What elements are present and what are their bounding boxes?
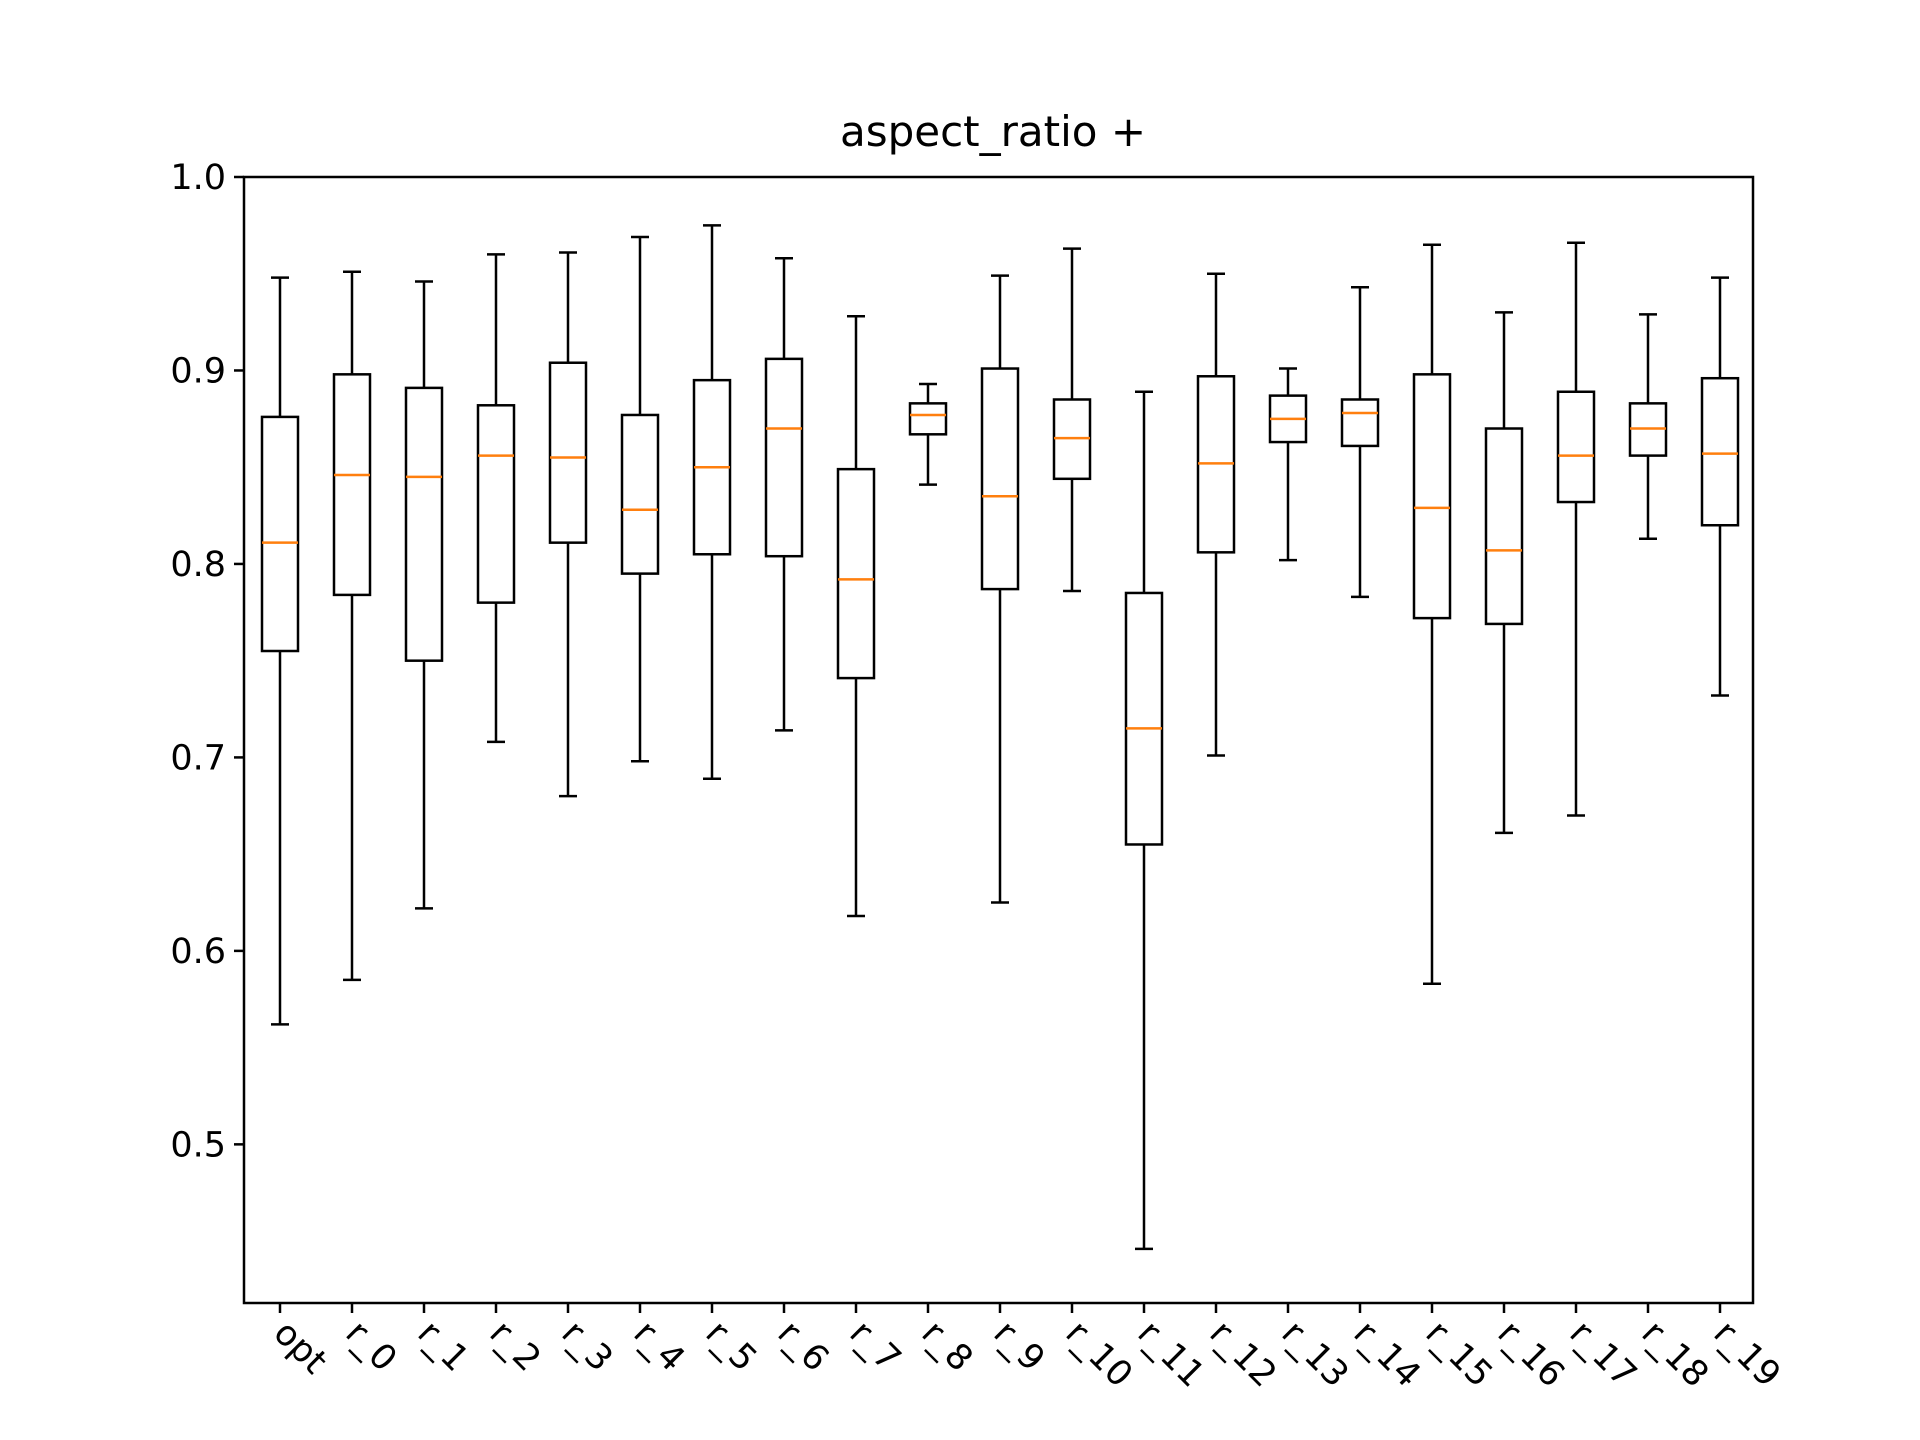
x-tick-label: r_7 [842, 1313, 909, 1380]
iqr-box [332, 373, 372, 597]
box-r_15: r_15 [1412, 243, 1500, 1395]
x-tick-label: r_3 [554, 1313, 621, 1380]
iqr-box [548, 361, 588, 544]
x-tick-label: r_13 [1274, 1313, 1356, 1395]
box-r_3: r_3 [548, 251, 621, 1380]
x-tick-label: r_6 [770, 1313, 837, 1380]
x-tick-label: r_5 [698, 1313, 765, 1380]
iqr-box [1700, 376, 1740, 527]
y-tick-label: 0.9 [170, 351, 226, 391]
iqr-box [260, 415, 300, 653]
box-r_4: r_4 [620, 235, 693, 1380]
box-r_13: r_13 [1268, 367, 1356, 1395]
iqr-box [1484, 427, 1524, 626]
box-r_2: r_2 [476, 253, 549, 1380]
iqr-box [1124, 591, 1164, 846]
iqr-box [764, 357, 804, 558]
iqr-box [1556, 390, 1596, 504]
box-r_5: r_5 [692, 224, 765, 1380]
x-tick-label: opt [266, 1313, 335, 1382]
x-tick-label: r_18 [1634, 1313, 1716, 1395]
box-r_7: r_7 [836, 315, 909, 1380]
axes-frame [242, 175, 1755, 1305]
iqr-box [908, 402, 948, 436]
iqr-box [620, 413, 660, 575]
iqr-box [404, 386, 444, 662]
x-tick-label: r_0 [338, 1313, 405, 1380]
x-tick-label: r_15 [1418, 1313, 1500, 1395]
x-tick-label: r_14 [1346, 1313, 1428, 1395]
box-opt: opt [260, 276, 335, 1382]
y-tick-label: 0.7 [170, 738, 226, 778]
x-tick-label: r_12 [1202, 1313, 1284, 1395]
x-tick-label: r_9 [986, 1313, 1053, 1380]
box-r_19: r_19 [1700, 276, 1788, 1395]
x-tick-label: r_10 [1058, 1313, 1140, 1395]
chart-title: aspect_ratio + [840, 107, 1146, 156]
iqr-box [1340, 398, 1380, 448]
x-tick-label: r_8 [914, 1313, 981, 1380]
box-r_6: r_6 [764, 257, 837, 1380]
x-tick-label: r_17 [1562, 1313, 1644, 1395]
x-tick-label: r_11 [1130, 1313, 1212, 1395]
iqr-box [1412, 373, 1452, 620]
box-r_9: r_9 [980, 274, 1053, 1380]
box-r_8: r_8 [908, 382, 981, 1380]
x-tick-label: r_16 [1490, 1313, 1572, 1395]
y-tick-label: 1.0 [170, 158, 226, 198]
iqr-box [980, 367, 1020, 591]
box-r_0: r_0 [332, 270, 405, 1380]
y-tick-label: 0.8 [170, 545, 226, 585]
x-tick-label: r_1 [410, 1313, 477, 1380]
x-tick-label: r_2 [482, 1313, 549, 1380]
y-tick-label: 0.5 [170, 1125, 226, 1165]
x-tick-label: r_4 [626, 1313, 693, 1380]
iqr-box [476, 404, 516, 604]
x-tick-label: r_19 [1706, 1313, 1788, 1395]
y-tick-label: 0.6 [170, 932, 226, 972]
iqr-box [836, 467, 876, 680]
box-r_1: r_1 [404, 280, 477, 1380]
